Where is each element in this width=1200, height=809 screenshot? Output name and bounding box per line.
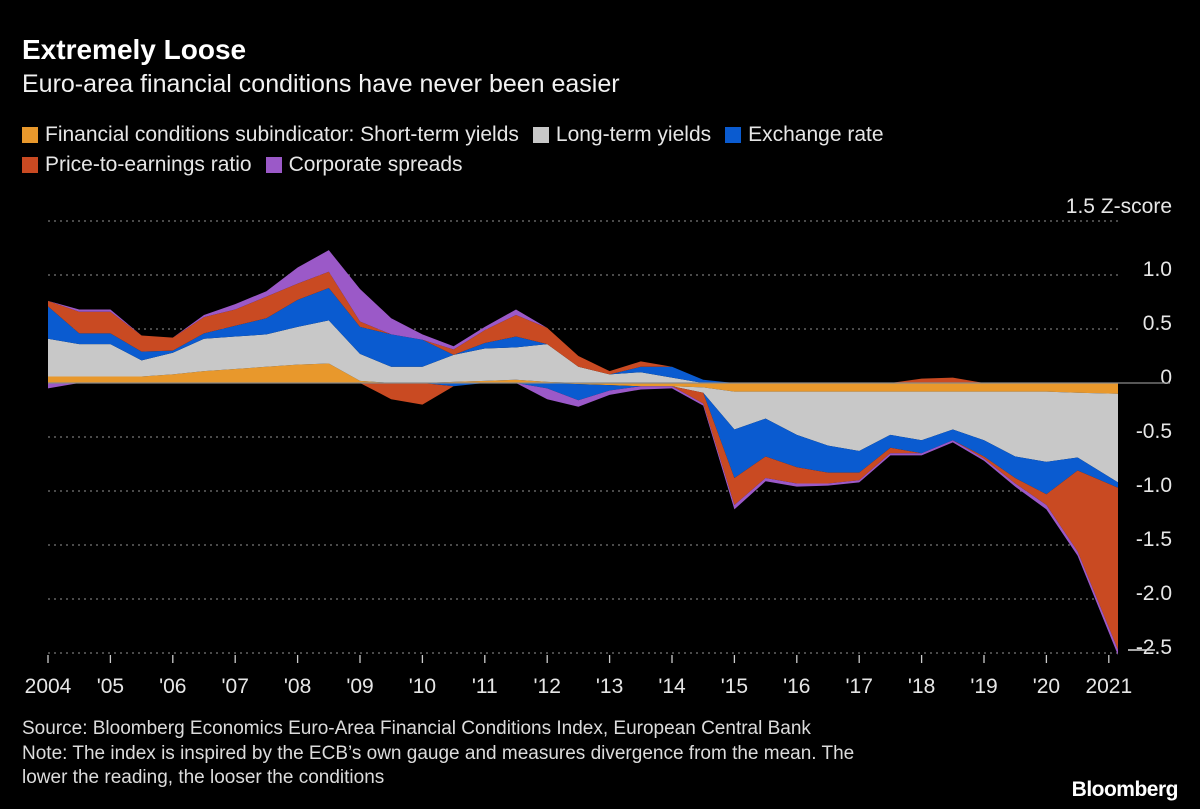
y-tick-label: 0 [1160,366,1172,389]
chart-subtitle: Euro-area financial conditions have neve… [22,70,620,98]
legend-label: Long-term yields [555,123,712,146]
x-tick-label: 2021 [1085,675,1132,698]
x-tick-label: '19 [970,675,997,698]
x-tick-label: '20 [1033,675,1060,698]
x-tick-label: '12 [534,675,561,698]
y-tick-label: 0.5 [1143,312,1172,335]
legend-label: Financial conditions subindicator: Short… [45,123,519,146]
x-tick-label: '09 [346,675,373,698]
x-tick-label: '18 [908,675,935,698]
x-tick-label: '15 [721,675,748,698]
legend-item-short-term-yields: Financial conditions subindicator: Short… [22,123,519,147]
bloomberg-logo: Bloomberg [1071,778,1179,801]
x-tick-label: '07 [222,675,249,698]
x-tick-label: '16 [783,675,810,698]
y-tick-label: -0.5 [1136,420,1172,443]
y-tick-label: -2.5 [1136,636,1172,659]
x-tick-label: '05 [97,675,124,698]
y-tick-label: -1.5 [1136,528,1172,551]
x-tick-label: '10 [409,675,436,698]
area-positive-short-term-yields [48,363,1118,383]
x-tick-label: '14 [658,675,686,698]
x-tick-label: 2004 [25,675,72,698]
y-tick-label: 1.0 [1143,258,1172,281]
footnote-line-2: lower the reading, the looser the condit… [22,767,385,788]
legend-row-2: Price-to-earnings ratio Corporate spread… [22,153,463,177]
area-negative-exchange-rate [48,383,1118,495]
legend-row-1: Financial conditions subindicator: Short… [22,123,884,147]
legend-item-corporate-spreads: Corporate spreads [265,153,463,177]
y-tick-label: 1.5 Z-score [1066,195,1172,218]
area-positive-exchange-rate [48,287,1118,383]
area-negative-long-term-yields [48,383,1118,483]
area-positive-long-term-yields [48,320,1118,383]
area-positive-price-to-earnings-ratio [48,271,1118,383]
x-tick-label: '11 [472,675,498,698]
y-tick-label: -1.0 [1136,474,1172,497]
legend-label: Corporate spreads [288,153,463,176]
legend-item-pe-ratio: Price-to-earnings ratio [22,153,252,177]
chart-title: Extremely Loose [22,34,247,65]
legend-label: Exchange rate [748,123,884,146]
legend-item-long-term-yields: Long-term yields [532,123,712,147]
legend-label: Price-to-earnings ratio [45,153,252,176]
legend-item-exchange-rate: Exchange rate [725,123,884,147]
y-tick-label: -2.0 [1136,582,1172,605]
footnote-line-1: Note: The index is inspired by the ECB’s… [22,743,855,764]
legend-swatch [265,157,282,173]
x-tick-label: '17 [846,675,873,698]
source-note: Source: Bloomberg Economics Euro-Area Fi… [22,718,811,739]
area-negative-short-term-yields [48,383,1118,394]
legend-swatch [532,127,549,143]
x-tick-label: '06 [159,675,186,698]
x-tick-label: '08 [284,675,311,698]
x-tick-label: '13 [596,675,623,698]
legend-swatch [22,127,38,143]
legend-swatch [725,127,742,143]
legend-swatch [22,157,38,173]
